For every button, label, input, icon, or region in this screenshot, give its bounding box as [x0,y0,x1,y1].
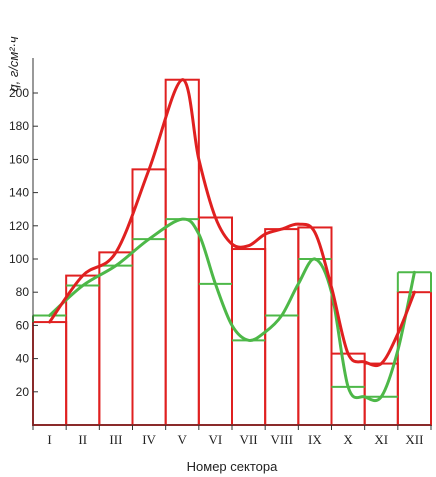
bar-red-sector-9 [297,226,333,426]
x-tick-label: VIII [271,432,293,447]
x-tick-label: VII [240,432,258,447]
y-tick-label: 140 [9,186,29,200]
bar-red-sector-3 [98,251,134,426]
y-ticks: 20 40 60 80 100 120 140 160 180 200 [9,86,38,399]
bars [32,78,433,427]
y-tick-label: 60 [16,318,30,332]
x-tick-label: X [343,432,353,447]
y-axis-title: q, г/см²·ч [6,36,21,92]
y-tick-label: 180 [9,119,29,133]
y-tick-label: 20 [16,385,30,399]
x-tick-label: IX [308,432,322,447]
y-tick-label: 80 [16,285,30,299]
bar-red-sector-4 [131,168,167,426]
x-tick-label: V [178,432,188,447]
y-tick-label: 100 [9,252,29,266]
bar-red-sector-12 [396,291,433,427]
x-axis-title: Номер сектора [187,459,278,474]
x-tick-label: XI [374,432,388,447]
trend-curves [48,78,416,403]
curve-red [48,78,416,368]
y-tick-label: 200 [9,86,29,100]
curve-green [48,217,416,403]
x-tick-label: III [109,432,122,447]
x-ticks: I II III IV V VI VII VIII IX X XI XII [32,425,432,447]
x-tick-label: IV [142,432,156,447]
y-tick-label: 160 [9,152,29,166]
bar-red-sector-1 [32,321,68,426]
x-tick-label: XII [405,432,423,447]
x-tick-label: I [47,432,51,447]
x-tick-label: II [78,432,87,447]
y-tick-label: 120 [9,219,29,233]
x-tick-label: VI [209,432,223,447]
y-tick-label: 40 [16,352,30,366]
bar-red-sector-2 [65,274,101,426]
